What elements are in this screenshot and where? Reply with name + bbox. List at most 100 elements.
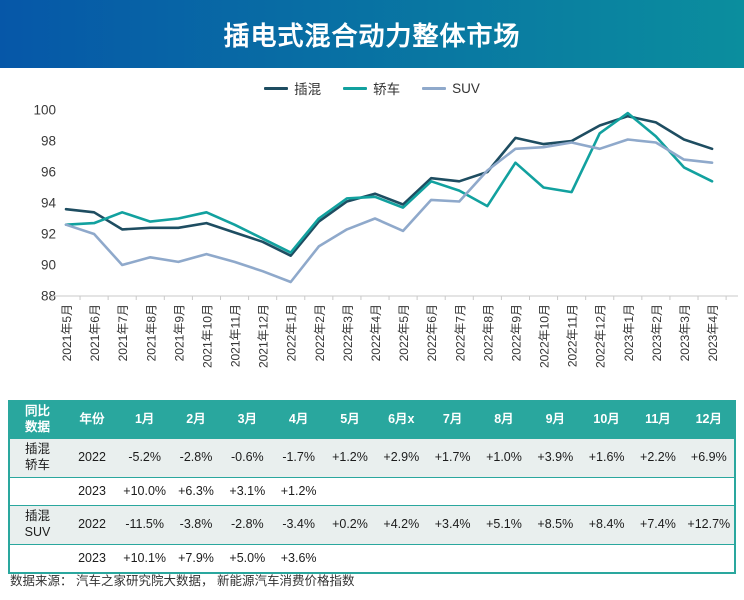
- legend-line-swatch: [343, 86, 368, 90]
- table-value-cell: [478, 477, 530, 506]
- table-value-cell: +3.9%: [529, 438, 581, 478]
- legend-label: 插混: [294, 82, 322, 97]
- x-axis-category-label: 2022年7月: [453, 304, 467, 361]
- table-value-cell: [683, 544, 735, 573]
- table-value-cell: [632, 544, 684, 573]
- x-axis-category-label: 2021年7月: [116, 304, 130, 361]
- table-value-cell: +1.7%: [426, 438, 479, 478]
- legend-line-swatch: [422, 86, 447, 90]
- table-value-cell: -0.6%: [221, 438, 273, 478]
- table-month-header: 9月: [529, 401, 581, 439]
- legend-item-suv: SUV: [422, 81, 480, 96]
- table-month-header: 5月: [324, 401, 376, 439]
- table-value-cell: +7.4%: [632, 505, 684, 545]
- legend-item-phev: 插混: [264, 78, 321, 98]
- series-line-插混: [64, 114, 714, 257]
- x-axis-category-label: 2021年8月: [144, 304, 158, 361]
- legend-label: SUV: [452, 80, 480, 96]
- x-axis-category-label: 2023年2月: [650, 304, 664, 361]
- table-month-header: 4月: [272, 401, 325, 439]
- x-axis-category-label: 2022年9月: [509, 304, 523, 361]
- table-value-cell: [375, 544, 427, 573]
- x-axis-category-label: 2023年4月: [706, 304, 720, 361]
- table-value-cell: [529, 477, 581, 506]
- x-axis-category-label: 2021年10月: [200, 304, 214, 368]
- table-month-header: 8月: [478, 401, 530, 439]
- table-month-header: 6月x: [375, 401, 427, 439]
- table-row: 插混 轿车 2022 -5.2% -2.8% -0.6% -1.7% +1.2% +2.9% +…: [9, 438, 735, 478]
- table-value-cell: +8.4%: [580, 505, 633, 545]
- table-group-label: 插混 SUV: [9, 505, 65, 545]
- x-axis-category-label: 2021年5月: [60, 304, 74, 361]
- table-value-cell: +6.9%: [683, 438, 735, 478]
- table-value-cell: +1.6%: [580, 438, 633, 478]
- table-value-cell: [580, 544, 633, 573]
- table-value-cell: [426, 477, 479, 506]
- table-value-cell: [632, 477, 684, 506]
- table-value-cell: +2.9%: [375, 438, 427, 478]
- x-axis-category-label: 2023年1月: [622, 304, 636, 361]
- x-axis-category-label: 2022年11月: [566, 304, 580, 367]
- table-value-cell: -5.2%: [119, 438, 171, 478]
- table-value-cell: [375, 477, 427, 506]
- table-value-cell: -2.8%: [170, 438, 222, 478]
- table-month-header: 3月: [221, 401, 273, 439]
- table-month-header: 11月: [632, 401, 684, 439]
- table-year-cell: 2022: [65, 438, 119, 478]
- chart-legend: 插混 轿车 SUV: [0, 78, 744, 98]
- table-value-cell: +0.2%: [324, 505, 376, 545]
- table-value-cell: -2.8%: [221, 505, 273, 545]
- table-year-cell: 2022: [65, 505, 119, 545]
- x-axis-category-label: 2021年9月: [172, 304, 186, 361]
- table-value-cell: +10.1%: [119, 544, 171, 573]
- y-axis-tick-label: 96: [41, 165, 56, 180]
- table-value-cell: +1.0%: [478, 438, 530, 478]
- table-group-label: [9, 544, 65, 573]
- table-corner-header: 同比 数据: [9, 401, 65, 439]
- table-value-cell: +8.5%: [529, 505, 581, 545]
- table-month-header: 12月: [683, 401, 735, 439]
- x-axis-category-label: 2021年11月: [229, 304, 243, 367]
- table-row: 2023 +10.0% +6.3% +3.1% +1.2%: [9, 477, 735, 506]
- table-value-cell: +10.0%: [119, 477, 171, 506]
- x-axis-category-label: 2021年12月: [257, 304, 271, 368]
- table-header: 同比 数据 年份 1月 2月 3月 4月 5月 6月x 7月 8月 9月 10月 11月 12月: [9, 401, 735, 439]
- x-axis-category-label: 2022年8月: [481, 304, 495, 361]
- y-axis-tick-label: 90: [41, 258, 56, 273]
- y-axis-tick-label: 100: [33, 103, 56, 118]
- x-axis-category-label: 2022年10月: [538, 304, 552, 368]
- table-value-cell: [324, 477, 376, 506]
- table-value-cell: [478, 544, 530, 573]
- table-value-cell: -3.4%: [272, 505, 325, 545]
- x-axis-category-label: 2022年3月: [341, 304, 355, 361]
- x-axis-category-label: 2022年4月: [369, 304, 383, 361]
- y-axis-tick-label: 94: [41, 196, 57, 211]
- series-line-轿车: [64, 111, 714, 254]
- table-value-cell: +12.7%: [683, 505, 735, 545]
- yoy-data-table: 同比 数据 年份 1月 2月 3月 4月 5月 6月x 7月 8月 9月 10月 11月 12月 插混…: [8, 400, 736, 574]
- table-year-cell: 2023: [65, 544, 119, 573]
- x-axis-category-label: 2022年5月: [397, 304, 411, 361]
- x-axis-category-label: 2022年1月: [285, 304, 299, 361]
- table-value-cell: +4.2%: [375, 505, 427, 545]
- table-group-label: 插混 轿车: [9, 438, 65, 478]
- y-axis-tick-label: 98: [41, 134, 56, 149]
- table-value-cell: [683, 477, 735, 506]
- page-title: 插电式混合动力整体市场: [223, 20, 521, 51]
- table-year-header: 年份: [65, 401, 119, 439]
- table-group-label: [9, 477, 65, 506]
- legend-line-swatch: [264, 86, 289, 90]
- table-value-cell: -1.7%: [272, 438, 325, 478]
- table-value-cell: -11.5%: [119, 505, 171, 545]
- legend-label: 轿车: [373, 82, 401, 97]
- table-value-cell: [324, 544, 376, 573]
- table-value-cell: +5.1%: [478, 505, 530, 545]
- table-month-header: 10月: [580, 401, 633, 439]
- table-month-header: 7月: [426, 401, 479, 439]
- series-line-SUV: [64, 138, 714, 284]
- x-axis-category-label: 2022年12月: [594, 304, 608, 368]
- x-axis-category-label: 2021年6月: [88, 304, 102, 361]
- table-month-header: 2月: [170, 401, 222, 439]
